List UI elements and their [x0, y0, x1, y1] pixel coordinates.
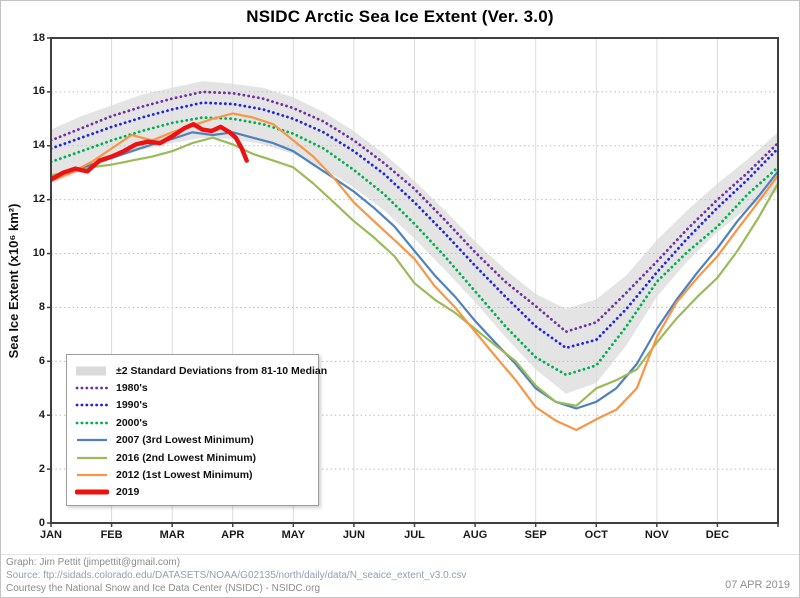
- legend-swatch-dotted: [75, 386, 109, 390]
- source-line: Source: ftp://sidads.colorado.edu/DATASE…: [6, 570, 467, 581]
- series-line-1990s: [51, 101, 778, 350]
- legend-swatch-band: [76, 366, 106, 376]
- x-tick-label: JUL: [404, 529, 425, 541]
- legend-swatch-solid: [77, 439, 107, 442]
- series-line-2012: [51, 112, 778, 432]
- legend-item: 2000's: [75, 414, 318, 431]
- credit-line: Graph: Jim Pettit (jimpettit@gmail.com): [6, 557, 181, 568]
- legend-label: 2016 (2nd Lowest Minimum): [116, 451, 257, 464]
- legend: ±2 Standard Deviations from 81-10 Median…: [66, 354, 327, 506]
- series-line-2016: [51, 136, 778, 407]
- x-tick-label: MAY: [281, 529, 306, 541]
- legend-swatch-dotted: [75, 421, 109, 425]
- series-line-2007: [51, 131, 778, 410]
- legend-label: 1990's: [116, 399, 148, 412]
- x-tick-label: OCT: [584, 529, 608, 541]
- footer-divider: [1, 554, 799, 555]
- legend-swatch-thick: [75, 489, 109, 495]
- x-tick-label: DEC: [705, 529, 730, 541]
- y-tick-label: 0: [38, 516, 45, 529]
- legend-label: ±2 Standard Deviations from 81-10 Median: [116, 364, 328, 377]
- x-tick-label: NOV: [644, 529, 669, 541]
- legend-item: ±2 Standard Deviations from 81-10 Median: [75, 362, 327, 379]
- legend-swatch-dotted: [75, 404, 109, 407]
- legend-swatch-solid: [77, 473, 107, 477]
- y-tick-label: 4: [38, 408, 45, 421]
- y-tick-label: 16: [32, 85, 45, 98]
- y-tick-label: 12: [32, 193, 45, 206]
- date-stamp: 07 APR 2019: [725, 579, 790, 591]
- legend-item: 2019: [75, 484, 318, 501]
- x-tick-label: JUN: [342, 529, 365, 541]
- series-line-2000s: [51, 116, 778, 377]
- legend-item: 1990's: [75, 397, 318, 414]
- x-tick-label: AUG: [462, 529, 488, 541]
- x-tick-label: MAR: [159, 529, 185, 541]
- x-tick-label: FEB: [100, 529, 123, 541]
- y-tick-label: 14: [32, 139, 45, 152]
- x-tick-label: APR: [221, 529, 245, 541]
- x-tick-label: JAN: [39, 529, 63, 541]
- legend-label: 1980's: [116, 382, 148, 395]
- legend-item: 1980's: [75, 379, 318, 396]
- y-tick-label: 2: [38, 462, 45, 475]
- legend-label: 2012 (1st Lowest Minimum): [116, 469, 253, 482]
- y-tick-label: 18: [32, 31, 45, 44]
- x-tick-label: SEP: [524, 529, 547, 541]
- legend-label: 2019: [116, 486, 140, 499]
- y-tick-label: 10: [32, 247, 45, 260]
- y-tick-label: 6: [38, 354, 45, 367]
- legend-label: 2007 (3rd Lowest Minimum): [116, 434, 254, 447]
- legend-label: 2000's: [116, 416, 148, 429]
- legend-item: 2012 (1st Lowest Minimum): [75, 466, 318, 483]
- legend-item: 2016 (2nd Lowest Minimum): [75, 449, 318, 466]
- chart-title: NSIDC Arctic Sea Ice Extent (Ver. 3.0): [246, 7, 554, 26]
- series-line-1980s: [51, 90, 778, 334]
- series-line-2019: [51, 121, 249, 182]
- courtesy-line: Courtesy the National Snow and Ice Data …: [6, 583, 321, 594]
- legend-swatch-solid: [77, 456, 107, 459]
- y-axis-title: Sea Ice Extent (x10⁶ km²): [6, 203, 21, 359]
- y-tick-label: 8: [38, 300, 45, 313]
- legend-item: 2007 (3rd Lowest Minimum): [75, 432, 318, 449]
